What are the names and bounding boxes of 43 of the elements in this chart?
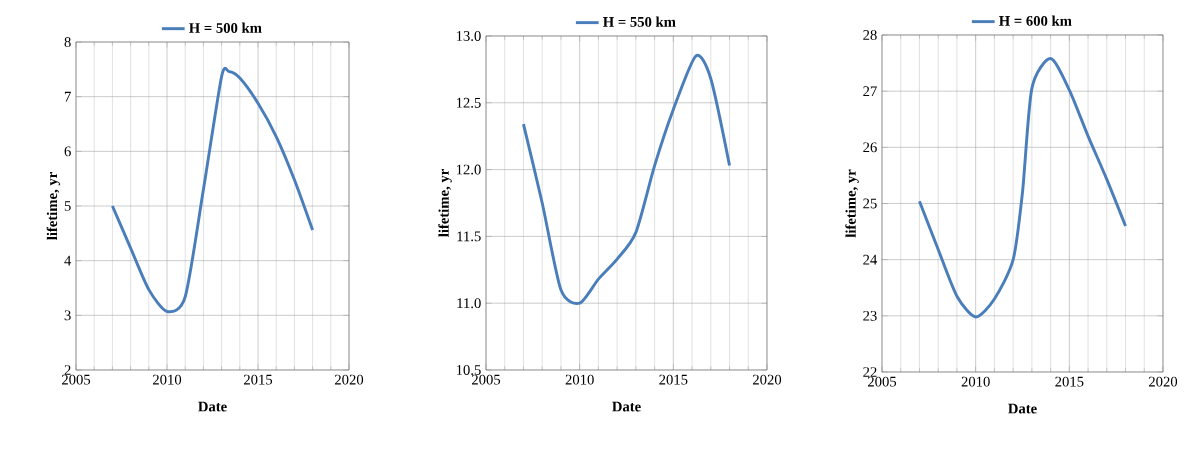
x-tick-label: 2015: [243, 374, 273, 385]
y-axis-title: lifetime, yr: [845, 169, 859, 238]
x-axis-title: Date: [1008, 403, 1037, 414]
x-tick-label: 2020: [752, 374, 782, 385]
x-axis-title: Date: [198, 401, 227, 412]
y-tick-label: 24: [863, 254, 878, 265]
x-tick-label: 2020: [334, 374, 364, 385]
line-series: [522, 54, 732, 305]
y-tick-label: 8: [64, 37, 71, 47]
y-tick-label: 5: [64, 201, 71, 211]
y-tick-label: 23: [863, 310, 877, 321]
x-tick-label: 2015: [659, 374, 688, 385]
x-tick-label: 2010: [961, 376, 990, 387]
y-tick-label: 26: [863, 142, 877, 153]
y-tick-label: 25: [863, 198, 877, 209]
y-tick-label: 28: [863, 30, 877, 40]
y-tick-label: 11.0: [457, 298, 481, 309]
y-tick-label: 4: [64, 255, 72, 266]
legend-label: H = 600 km: [999, 15, 1072, 26]
x-tick-label: 2005: [867, 376, 897, 387]
x-tick-label: 2010: [565, 374, 594, 385]
y-tick-label: 3: [64, 310, 71, 321]
y-tick-label: 7: [64, 91, 71, 102]
x-tick-label: 2005: [471, 374, 501, 385]
y-tick-label: 22: [863, 367, 877, 377]
x-axis-title: Date: [612, 401, 641, 412]
x-tick-label: 2010: [152, 374, 182, 385]
line-series: [918, 57, 1127, 319]
y-tick-label: 12.0: [456, 164, 481, 175]
y-tick-label: 13.0: [456, 31, 481, 41]
x-tick-label: 2005: [62, 374, 91, 385]
y-tick-label: 27: [863, 86, 877, 97]
y-tick-label: 12.5: [456, 97, 481, 108]
y-tick-label: 2: [64, 365, 71, 375]
y-tick-label: 10.5: [456, 365, 481, 375]
x-tick-label: 2015: [1055, 376, 1084, 387]
y-tick-label: 11.5: [457, 231, 481, 242]
y-axis-title: lifetime, yr: [46, 172, 61, 240]
y-axis-title: lifetime, yr: [438, 169, 452, 237]
legend-label: H = 500 km: [189, 22, 262, 33]
y-tick-label: 6: [64, 146, 71, 157]
x-tick-label: 2020: [1148, 376, 1178, 387]
legend-label: H = 550 km: [603, 16, 676, 27]
